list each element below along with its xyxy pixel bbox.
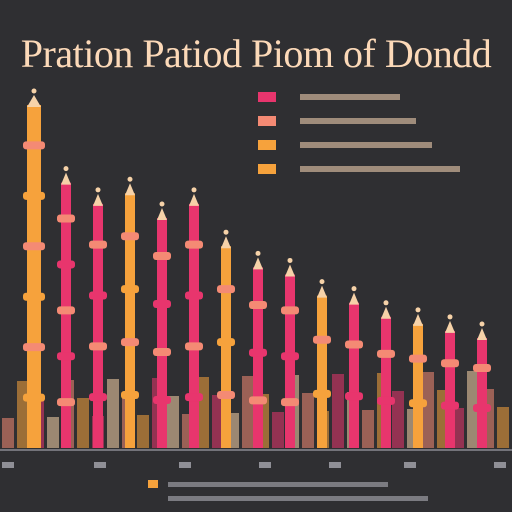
bar: [441, 314, 459, 448]
skyline-block: [77, 398, 89, 448]
footnote-swatch: [148, 480, 158, 488]
x-tick-mark: [2, 462, 14, 468]
bar: [185, 187, 203, 448]
legend-swatch: [258, 164, 276, 174]
skyline-block: [302, 393, 314, 448]
bar: [409, 307, 427, 448]
legend-item: [258, 116, 416, 126]
skyline-block: [422, 372, 434, 448]
x-tick-mark: [259, 462, 271, 468]
legend-item: [258, 92, 400, 102]
skyline-block: [107, 379, 119, 448]
x-tick-mark: [329, 462, 341, 468]
bar: [473, 321, 491, 448]
chart-title: Pration Patiod Piom of Dondd: [20, 31, 492, 76]
skyline-block: [362, 410, 374, 448]
skyline-block: [467, 371, 479, 448]
bar: [281, 257, 299, 448]
x-tick-mark: [494, 462, 506, 468]
skyline-block: [242, 376, 254, 448]
bar: [313, 279, 331, 448]
x-tick-mark: [179, 462, 191, 468]
legend-swatch: [258, 116, 276, 126]
footnote-line: [168, 496, 428, 501]
x-tick-mark: [94, 462, 106, 468]
bar: [153, 201, 171, 448]
bar: [23, 88, 45, 448]
legend-swatch: [258, 92, 276, 102]
legend-item: [258, 140, 432, 150]
legend-swatch: [258, 140, 276, 150]
bar: [377, 300, 395, 448]
bar: [217, 229, 235, 448]
bar: [57, 166, 75, 448]
skyline-block: [392, 391, 404, 448]
footnote-line: [168, 482, 388, 487]
bars-group: [23, 88, 491, 448]
x-axis-ticks: [2, 462, 506, 468]
legend-label-line: [300, 166, 460, 172]
skyline-block: [137, 415, 149, 448]
x-tick-mark: [404, 462, 416, 468]
legend: [258, 92, 460, 174]
legend-item: [258, 164, 460, 174]
skyline-block: [497, 407, 509, 448]
skyline-block: [47, 417, 59, 448]
bar: [121, 176, 139, 448]
skyline-block: [2, 418, 14, 448]
bar: [89, 187, 107, 448]
legend-label-line: [300, 118, 416, 124]
legend-label-line: [300, 94, 400, 100]
bar: [345, 286, 363, 448]
skyline-block: [167, 396, 179, 448]
bar: [249, 250, 267, 448]
footnote: [148, 480, 428, 501]
skyline-block: [332, 374, 344, 448]
legend-label-line: [300, 142, 432, 148]
skyline-block: [272, 412, 284, 448]
